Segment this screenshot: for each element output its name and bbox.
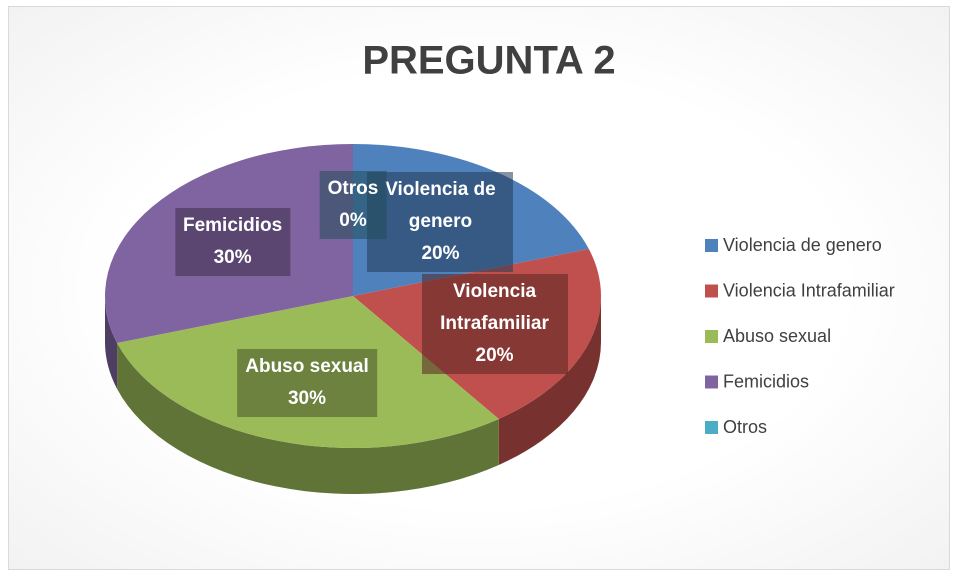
slice-side	[498, 296, 601, 465]
legend-swatch	[705, 284, 718, 298]
data-label-value: 30%	[213, 247, 252, 269]
chart-title: PREGUNTA 2	[362, 39, 615, 83]
data-label: Abuso sexual 30%	[237, 348, 377, 417]
data-label-name: Femicidios	[182, 215, 283, 237]
legend-label: Otros	[723, 417, 767, 437]
legend-swatch	[705, 421, 718, 434]
legend-swatch	[705, 330, 718, 343]
slice-side	[117, 342, 499, 494]
data-label-value: 20%	[475, 345, 514, 367]
legend-swatch	[705, 375, 718, 389]
legend-label: Violencia de genero	[723, 235, 882, 255]
legend-swatch	[705, 239, 718, 252]
legend-label: Femicidios	[723, 371, 809, 391]
pie-sides	[105, 296, 601, 494]
slice-side	[105, 296, 118, 389]
legend-label: Abuso sexual	[723, 326, 831, 346]
data-label-name: Otros	[327, 177, 379, 199]
data-label-name: Violencia Intrafamiliar	[440, 281, 549, 335]
data-label: Violencia de genero 20%	[367, 172, 514, 273]
data-label: Otros 0%	[319, 170, 387, 239]
data-label: Violencia Intrafamiliar 20%	[421, 274, 568, 375]
data-label-value: 0%	[339, 209, 367, 231]
legend-label: Violencia Intrafamiliar	[723, 280, 895, 300]
data-label-value: 20%	[421, 243, 460, 265]
data-label-value: 30%	[287, 387, 327, 409]
data-label: Femicidios 30%	[174, 208, 291, 277]
data-label-name: Abuso sexual	[245, 355, 369, 377]
chart-area: PREGUNTA 2 Violencia de genero Violencia …	[8, 6, 950, 570]
data-label-name: Violencia de genero	[385, 179, 496, 233]
